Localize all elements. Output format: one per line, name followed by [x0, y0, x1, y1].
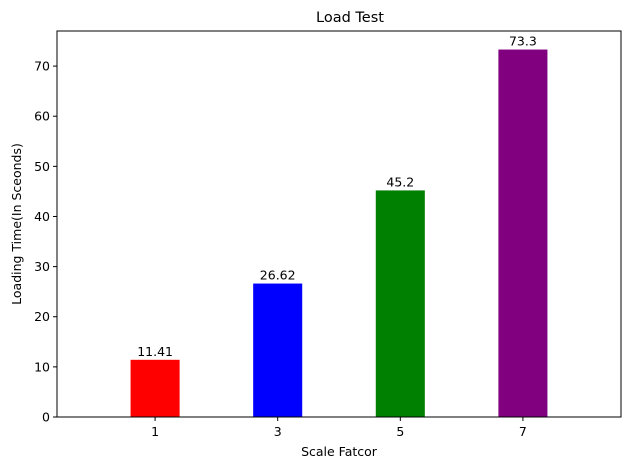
data-label-1: 11.41: [137, 344, 173, 359]
y-tick-label-60: 60: [34, 109, 50, 124]
y-tick-label-0: 0: [42, 410, 50, 425]
x-tick-label-7: 7: [519, 424, 527, 439]
y-tick-label-20: 20: [34, 309, 50, 324]
y-tick-label-40: 40: [34, 209, 50, 224]
bar-3: [253, 283, 303, 417]
data-labels-layer: 11.41 26.62 45.2 73.3: [137, 34, 537, 359]
bar-5: [375, 190, 425, 417]
y-tick-label-50: 50: [34, 159, 50, 174]
bars-layer: [130, 49, 548, 417]
data-label-5: 45.2: [386, 174, 414, 189]
x-tick-label-5: 5: [396, 424, 404, 439]
y-axis-ticks: 0 10 20 30 40 50 60 70: [34, 59, 57, 425]
y-tick-label-70: 70: [34, 59, 50, 74]
chart-title: Load Test: [316, 10, 384, 26]
bar-7: [498, 49, 548, 417]
y-axis-title: Loading Time(In Sceonds): [9, 143, 24, 305]
x-axis-title: Scale Fatcor: [301, 444, 378, 459]
plot-frame: [56, 30, 622, 418]
data-label-7: 73.3: [509, 34, 537, 49]
bar-1: [130, 359, 180, 417]
x-tick-label-3: 3: [274, 424, 282, 439]
x-tick-label-1: 1: [151, 424, 159, 439]
y-tick-label-10: 10: [34, 359, 50, 374]
x-axis-ticks: 1 3 5 7: [151, 417, 527, 439]
data-label-3: 26.62: [260, 268, 296, 283]
y-tick-label-30: 30: [34, 259, 50, 274]
